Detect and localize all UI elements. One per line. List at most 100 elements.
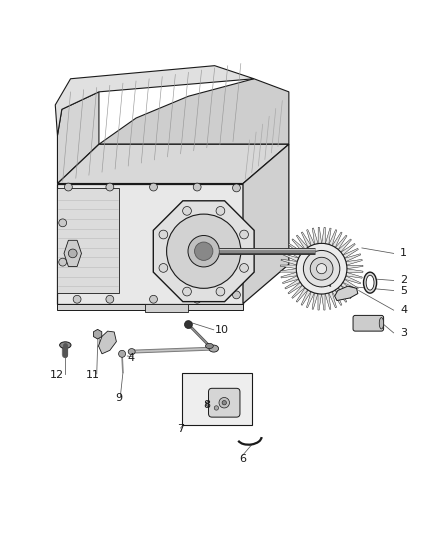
Ellipse shape bbox=[128, 349, 135, 354]
Circle shape bbox=[310, 257, 333, 280]
Circle shape bbox=[159, 263, 168, 272]
Ellipse shape bbox=[379, 318, 384, 329]
Polygon shape bbox=[281, 272, 297, 278]
Circle shape bbox=[59, 258, 67, 266]
Circle shape bbox=[233, 291, 240, 299]
Circle shape bbox=[193, 295, 201, 303]
Polygon shape bbox=[285, 248, 300, 258]
Polygon shape bbox=[55, 66, 254, 135]
Polygon shape bbox=[332, 232, 342, 247]
Circle shape bbox=[68, 249, 77, 258]
Polygon shape bbox=[285, 279, 300, 289]
Circle shape bbox=[166, 214, 241, 288]
Polygon shape bbox=[322, 227, 325, 244]
Circle shape bbox=[206, 401, 211, 407]
Ellipse shape bbox=[364, 272, 377, 293]
Polygon shape bbox=[99, 331, 117, 354]
Polygon shape bbox=[243, 144, 289, 304]
Text: 3: 3 bbox=[400, 328, 407, 338]
Polygon shape bbox=[99, 79, 289, 144]
Circle shape bbox=[188, 236, 219, 267]
Polygon shape bbox=[325, 228, 331, 245]
Polygon shape bbox=[338, 239, 351, 252]
Circle shape bbox=[150, 295, 157, 303]
Polygon shape bbox=[57, 183, 243, 304]
Polygon shape bbox=[301, 232, 311, 247]
Polygon shape bbox=[332, 290, 342, 305]
Circle shape bbox=[183, 206, 191, 215]
Circle shape bbox=[219, 398, 230, 408]
Polygon shape bbox=[346, 272, 362, 278]
Polygon shape bbox=[318, 294, 321, 310]
Circle shape bbox=[119, 350, 126, 357]
Polygon shape bbox=[345, 276, 360, 284]
Polygon shape bbox=[153, 201, 254, 302]
Circle shape bbox=[240, 263, 248, 272]
Text: 4: 4 bbox=[400, 305, 407, 315]
Polygon shape bbox=[321, 294, 325, 310]
Circle shape bbox=[233, 184, 240, 192]
Polygon shape bbox=[318, 227, 321, 244]
Polygon shape bbox=[329, 230, 337, 246]
Circle shape bbox=[106, 183, 114, 191]
Polygon shape bbox=[64, 240, 81, 266]
Polygon shape bbox=[57, 144, 289, 183]
Text: 7: 7 bbox=[177, 424, 184, 434]
Polygon shape bbox=[336, 235, 347, 249]
Circle shape bbox=[216, 206, 225, 215]
Polygon shape bbox=[57, 92, 99, 183]
Circle shape bbox=[317, 264, 327, 274]
Circle shape bbox=[222, 400, 226, 405]
Polygon shape bbox=[296, 288, 308, 302]
Circle shape bbox=[150, 183, 157, 191]
Polygon shape bbox=[345, 254, 361, 262]
Polygon shape bbox=[307, 230, 314, 246]
FancyBboxPatch shape bbox=[182, 373, 252, 425]
Polygon shape bbox=[312, 293, 318, 309]
Polygon shape bbox=[341, 244, 355, 255]
Polygon shape bbox=[288, 282, 302, 294]
Circle shape bbox=[73, 295, 81, 303]
Text: 11: 11 bbox=[86, 370, 100, 380]
Polygon shape bbox=[307, 292, 314, 308]
Polygon shape bbox=[335, 286, 358, 301]
Polygon shape bbox=[280, 265, 297, 269]
Polygon shape bbox=[57, 304, 243, 310]
FancyBboxPatch shape bbox=[353, 316, 384, 331]
Circle shape bbox=[159, 230, 168, 239]
Polygon shape bbox=[145, 304, 188, 312]
Circle shape bbox=[183, 287, 191, 296]
Circle shape bbox=[184, 321, 192, 328]
Ellipse shape bbox=[209, 345, 219, 352]
Circle shape bbox=[59, 219, 67, 227]
Polygon shape bbox=[325, 293, 331, 309]
Polygon shape bbox=[57, 188, 119, 293]
Ellipse shape bbox=[205, 343, 213, 349]
Polygon shape bbox=[346, 260, 362, 265]
Circle shape bbox=[194, 242, 213, 261]
Polygon shape bbox=[93, 329, 102, 339]
Polygon shape bbox=[343, 279, 358, 289]
Ellipse shape bbox=[366, 275, 374, 290]
Polygon shape bbox=[338, 285, 351, 298]
Polygon shape bbox=[292, 239, 305, 252]
Text: 1: 1 bbox=[400, 248, 407, 259]
Circle shape bbox=[296, 244, 347, 294]
Ellipse shape bbox=[60, 342, 71, 349]
Polygon shape bbox=[343, 248, 358, 258]
Polygon shape bbox=[347, 265, 363, 269]
Circle shape bbox=[64, 183, 72, 191]
Circle shape bbox=[216, 287, 225, 296]
Polygon shape bbox=[283, 254, 299, 261]
Polygon shape bbox=[341, 282, 355, 294]
FancyBboxPatch shape bbox=[208, 389, 240, 417]
Circle shape bbox=[240, 230, 248, 239]
Text: 2: 2 bbox=[400, 276, 407, 286]
Text: 12: 12 bbox=[49, 370, 64, 380]
Text: 6: 6 bbox=[239, 454, 246, 464]
Circle shape bbox=[233, 254, 240, 262]
Polygon shape bbox=[301, 290, 311, 305]
Circle shape bbox=[233, 219, 240, 227]
Polygon shape bbox=[288, 243, 303, 255]
Circle shape bbox=[214, 406, 219, 410]
